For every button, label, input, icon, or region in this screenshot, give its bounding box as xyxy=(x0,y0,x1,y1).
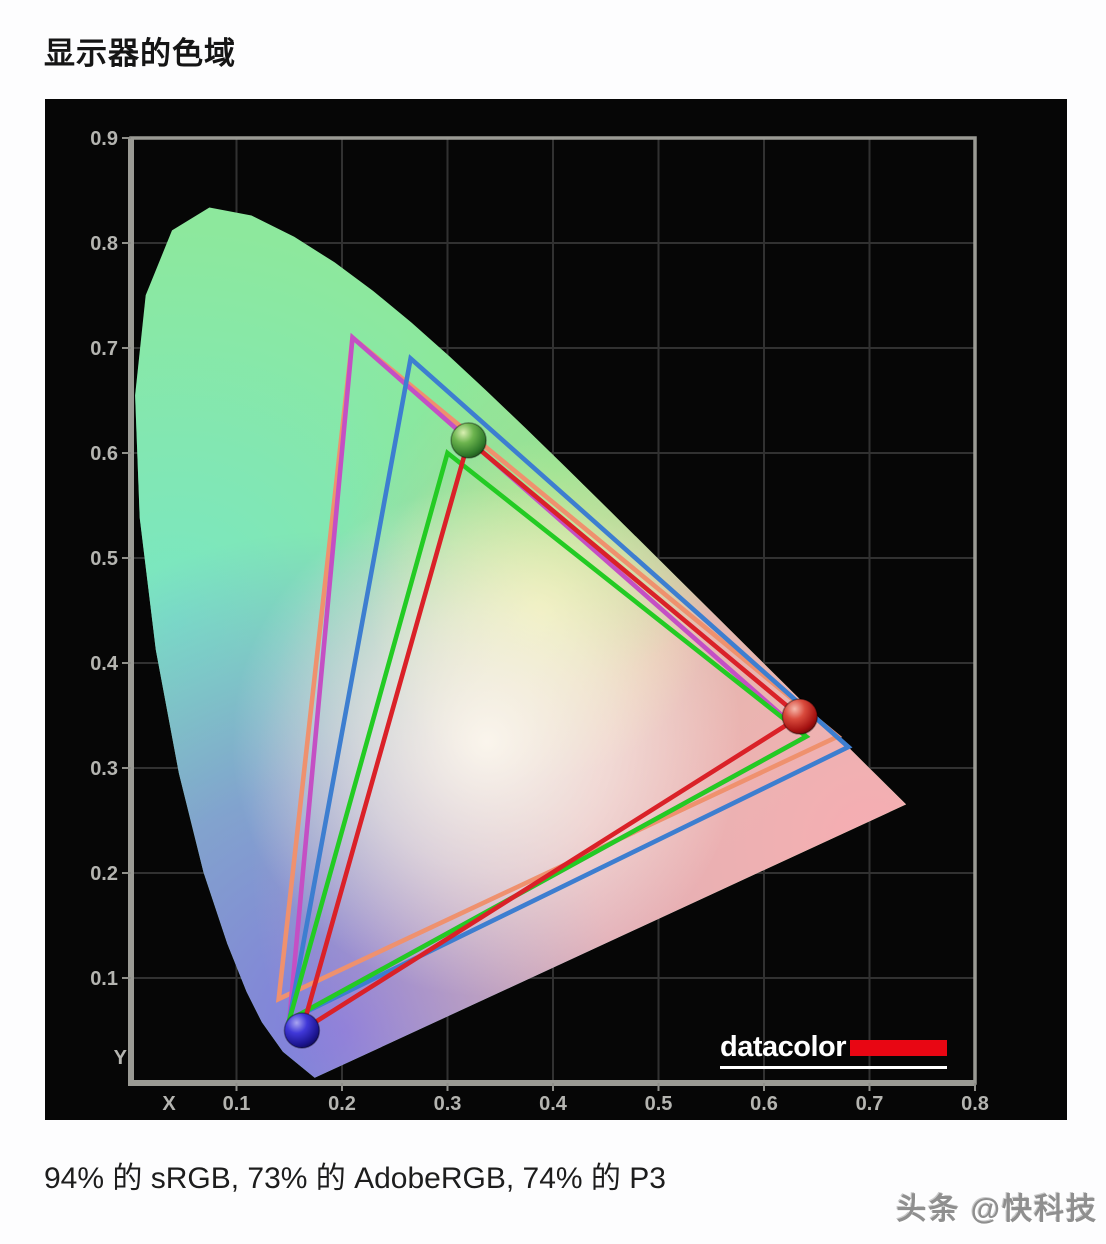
marker-red-primary xyxy=(781,698,819,735)
gamut-coverage-caption: 94% 的 sRGB, 73% 的 AdobeRGB, 74% 的 P3 xyxy=(44,1162,666,1195)
x-tick-label: 0.5 xyxy=(645,1093,673,1115)
x-tick-label: 0.3 xyxy=(434,1093,462,1115)
gamut-chart-panel: 0.1 0.2 0.3 0.4 0.5 0.6 0.7 0.8 0.9 0.8 0.7 0.6 0.5 0… xyxy=(45,99,1067,1120)
x-axis-letter: X xyxy=(162,1093,176,1115)
y-tick-label: 0.1 xyxy=(90,968,118,990)
axis-ticks xyxy=(122,137,976,1091)
datacolor-logo-swoosh xyxy=(850,1039,947,1056)
y-tick-label: 0.9 xyxy=(90,128,118,150)
y-axis-letter: Y xyxy=(114,1047,128,1069)
y-tick-label: 0.6 xyxy=(90,443,118,465)
y-tick-label: 0.5 xyxy=(90,548,118,570)
axis-labels: 0.1 0.2 0.3 0.4 0.5 0.6 0.7 0.8 0.9 0.8 0.7 0.6 0.5 0… xyxy=(90,128,989,1115)
gamut-triangle-P3 xyxy=(286,354,853,1025)
marker-green-primary xyxy=(450,422,487,459)
y-tick-label: 0.7 xyxy=(90,338,118,360)
x-tick-label: 0.1 xyxy=(223,1093,251,1115)
watermark: 头条 @快科技 xyxy=(896,1193,1098,1226)
y-tick-label: 0.3 xyxy=(90,758,118,780)
x-tick-label: 0.8 xyxy=(961,1093,989,1115)
y-tick-label: 0.4 xyxy=(90,653,119,675)
gamut-triangle-display-measured xyxy=(298,436,804,1036)
marker-blue-primary xyxy=(283,1012,321,1049)
cie-chromaticity-diagram: 0.1 0.2 0.3 0.4 0.5 0.6 0.7 0.8 0.9 0.8 0.7 0.6 0.5 0… xyxy=(90,128,989,1115)
page-title: 显示器的色域 xyxy=(44,36,236,71)
y-tick-label: 0.2 xyxy=(90,863,118,885)
x-tick-label: 0.2 xyxy=(328,1093,356,1115)
datacolor-logo-text: datacolor xyxy=(720,1031,847,1063)
y-tick-label: 0.8 xyxy=(90,233,118,255)
x-tick-label: 0.7 xyxy=(856,1093,884,1115)
x-tick-label: 0.4 xyxy=(539,1093,568,1115)
x-tick-label: 0.6 xyxy=(750,1093,778,1115)
datacolor-logo: datacolor xyxy=(720,1033,947,1069)
